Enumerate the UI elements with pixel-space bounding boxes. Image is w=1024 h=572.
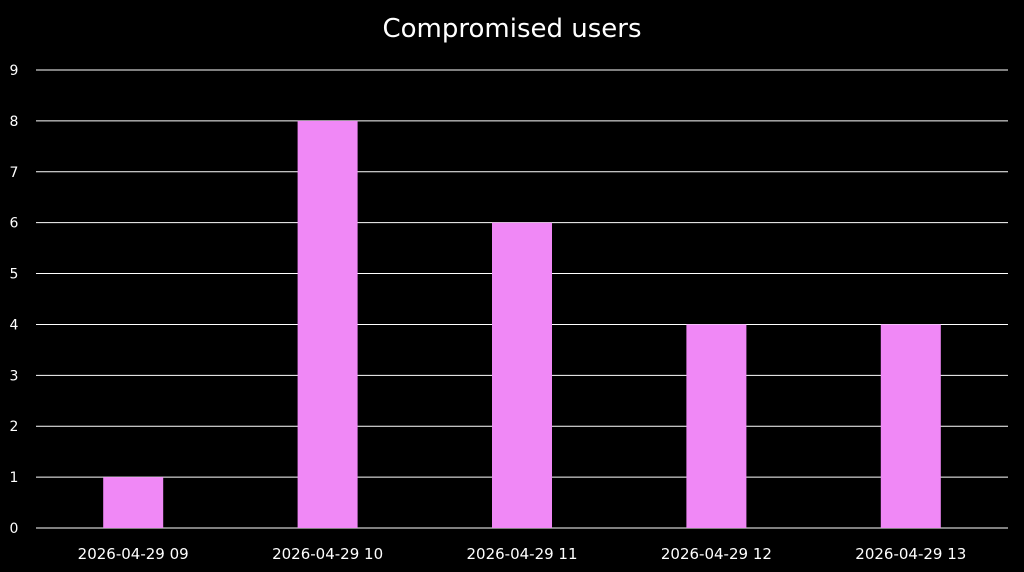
bars: [103, 120, 941, 528]
bar-4: [880, 324, 941, 528]
y-axis-ticks: 0 1 2 3 4 5 6 7 8 9: [10, 63, 19, 537]
y-tick-label: 4: [10, 317, 19, 333]
y-tick-label: 8: [10, 114, 19, 130]
x-axis-ticks: 2026-04-29 09 2026-04-29 10 2026-04-29 11 2…: [78, 545, 967, 563]
chart-title: Compromised users: [382, 14, 642, 44]
y-tick-label: 7: [10, 165, 19, 181]
x-tick-label: 2026-04-29 11: [466, 545, 577, 563]
y-tick-label: 5: [10, 267, 19, 283]
y-tick-label: 9: [10, 63, 19, 79]
y-tick-label: 6: [10, 216, 19, 232]
y-tick-label: 3: [10, 368, 19, 384]
bar-1: [297, 120, 358, 528]
x-tick-label: 2026-04-29 12: [661, 545, 772, 563]
bar-3: [686, 324, 747, 528]
y-tick-label: 2: [10, 419, 19, 435]
x-tick-label: 2026-04-29 10: [272, 545, 383, 563]
x-tick-label: 2026-04-29 09: [78, 545, 189, 563]
x-tick-label: 2026-04-29 13: [855, 545, 966, 563]
bar-2: [492, 222, 552, 528]
y-tick-label: 1: [10, 470, 19, 486]
y-tick-label: 0: [10, 521, 19, 537]
bar-0: [103, 477, 164, 528]
